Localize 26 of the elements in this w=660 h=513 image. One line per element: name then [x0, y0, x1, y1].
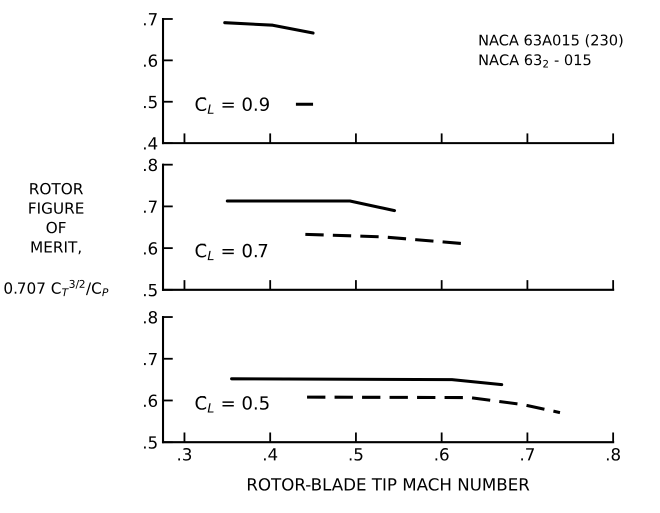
y-tick-label: .7 — [144, 13, 157, 26]
y-tick-label: .6 — [144, 54, 158, 67]
y-tick-label: .5 — [144, 284, 157, 296]
x-tick-label: .3 — [178, 448, 192, 461]
y-tick-label: .6 — [144, 242, 158, 255]
y-tick-label: .5 — [144, 96, 157, 108]
annotation: NACA 63A015 (230) — [480, 34, 622, 48]
x-tick-label: .4 — [264, 448, 278, 460]
y-tick-label: .7 — [144, 352, 157, 366]
y-tick-label: .4 — [144, 137, 158, 150]
x-tick-label: .8 — [606, 448, 620, 461]
y-tick-label: .7 — [144, 200, 157, 213]
x-tick-label: .7 — [521, 448, 534, 460]
y-tick-label: .5 — [144, 436, 157, 449]
y-tick-label: .8 — [144, 158, 158, 172]
x-tick-label: .6 — [435, 448, 449, 461]
x-tick-label: .5 — [350, 448, 362, 461]
annotation: C̄$_{L}$ = 0.7 — [196, 244, 268, 260]
y-tick-label: .6 — [144, 394, 158, 408]
annotation: C̄$_{L}$ = 0.9 — [196, 97, 269, 114]
annotation: NACA 63$_{2}$ - 015 — [480, 54, 590, 68]
y-tick-label: .8 — [144, 310, 158, 324]
x-axis-title: ROTOR-BLADE TIP MACH NUMBER — [248, 478, 530, 491]
line-series — [306, 396, 562, 414]
text: ROTOR FIGURE OF MERIT, 0.707 C$_{T}$$^{3/2}$/C$_{P}$ — [4, 182, 108, 296]
annotation: C̄$_{L}$ = 0.5 — [196, 396, 269, 413]
